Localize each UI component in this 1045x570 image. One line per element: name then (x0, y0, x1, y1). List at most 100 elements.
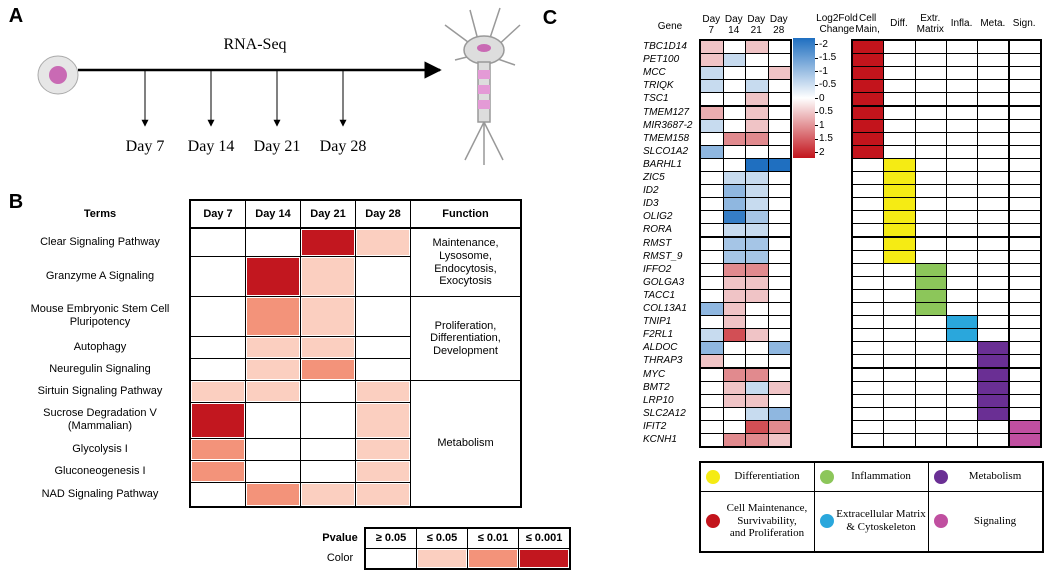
day-label: Day 7 (125, 137, 165, 155)
legend-swatch (469, 550, 517, 567)
gene-label: OLIG2 (643, 211, 673, 223)
panel-label: C (542, 6, 558, 29)
panel-label: B (8, 190, 24, 213)
category-header: Cell Main, (855, 12, 880, 36)
gene-label: PET100 (643, 54, 680, 66)
gene-label: TRIQK (643, 80, 674, 92)
colorbar-tick-label: 0 (819, 92, 825, 104)
term-label: Mouse Embryonic Stem Cell Pluripotency (30, 303, 170, 328)
legend-text: Signaling (973, 514, 1017, 527)
gene-header: Gene (657, 21, 683, 33)
colorbar-tick-label: 2 (819, 146, 825, 158)
colorbar-tick (815, 84, 818, 86)
heat-cell (247, 382, 299, 401)
day-header: Day 28 (769, 13, 788, 37)
legend-frame (364, 527, 571, 570)
heat-cell (192, 462, 244, 481)
heat-cell (302, 382, 354, 401)
gene-label: TSC1 (643, 93, 669, 105)
heat-cell (192, 382, 244, 401)
heat-cell (247, 484, 299, 505)
term-label: Clear Signaling Pathway (40, 235, 160, 248)
gene-label: RORA (643, 224, 672, 236)
legend-swatch (520, 550, 568, 567)
heat-cell (357, 298, 409, 335)
gene-label: ZIC5 (643, 172, 665, 184)
gene-label: KCNH1 (643, 434, 677, 446)
colorbar-title: Log2Fold Change (816, 12, 858, 36)
heat-cell (302, 484, 354, 505)
terms-header: Terms (83, 208, 117, 221)
gene-label: LRP10 (643, 394, 674, 406)
gene-label: F2RL1 (643, 329, 674, 341)
colorbar-tick-label: -0.5 (819, 79, 837, 90)
gene-label: MIR3687-2 (643, 119, 693, 131)
gene-label: IFFO2 (643, 263, 672, 275)
term-label: NAD Signaling Pathway (41, 487, 159, 500)
heat-cell (302, 298, 354, 335)
heat-cell (192, 484, 244, 505)
colorbar-tick (815, 57, 818, 59)
heat-cell (247, 360, 299, 379)
heat-cell (302, 230, 354, 255)
legend-dot (934, 514, 948, 528)
colorbar-tick-label: 0.5 (819, 106, 833, 117)
gene-label: ID3 (643, 198, 659, 210)
term-label: Sucrose Degradation V (Mammalian) (43, 407, 157, 432)
gene-label: IFIT2 (643, 420, 667, 432)
category-frame (851, 39, 1042, 449)
heat-cell (357, 230, 409, 255)
heat-cell (302, 360, 354, 379)
heat-cell (247, 258, 299, 295)
legend-dot (820, 469, 834, 484)
gene-label: BARHL1 (643, 158, 682, 170)
day-label: Day 21 (253, 137, 301, 155)
heat-cell (357, 462, 409, 481)
heat-cell (357, 484, 409, 505)
panel-label: A (8, 4, 24, 27)
legend-text: Cell Maintenance, Survivability, and Pro… (726, 502, 808, 540)
heat-cell (302, 258, 354, 295)
colorbar (793, 38, 815, 158)
heat-cell (247, 230, 299, 255)
colorbar-tick (815, 138, 818, 140)
colorbar-tick (815, 152, 818, 153)
colorbar-tick (815, 71, 818, 72)
heat-cell (247, 338, 299, 357)
colorbar-tick-label: -2 (819, 38, 828, 50)
gene-label: GOLGA3 (643, 276, 685, 288)
heat-cell (247, 404, 299, 437)
heat-cell (192, 360, 244, 379)
colorbar-tick (815, 111, 818, 113)
colorbar-tick (815, 98, 818, 99)
legend-dot (934, 469, 948, 484)
gene-label: TBC1D14 (643, 41, 687, 53)
heat-cell (302, 338, 354, 357)
legend-swatch (367, 550, 415, 567)
colorbar-tick-label: 1 (819, 119, 825, 131)
day-label: Day 14 (187, 137, 235, 155)
term-label: Sirtuin Signaling Pathway (37, 384, 163, 397)
heat-cell (357, 440, 409, 459)
gene-label: COL13A1 (643, 303, 687, 315)
category-header: Diff. (890, 18, 908, 30)
legend-text: Inflammation (851, 470, 911, 483)
table-frame (189, 199, 522, 508)
heat-cell (357, 404, 409, 437)
gene-label: TMEM127 (643, 106, 690, 118)
heat-cell (357, 258, 409, 295)
legend-text: Extracellular Matrix & Cytoskeleton (836, 508, 926, 533)
gene-label: SLCO1A2 (643, 145, 689, 157)
gene-label: THRAP3 (643, 355, 683, 367)
gene-label: ID2 (643, 185, 659, 197)
pvalue-label: Pvalue (322, 531, 358, 544)
gene-label: BMT2 (643, 381, 670, 393)
term-label: Gluconeogenesis I (54, 464, 146, 477)
legend-text: Differentiation (734, 470, 800, 483)
legend-text: Metabolism (968, 470, 1022, 483)
colorbar-tick-label: -1 (819, 65, 828, 77)
color-label: Color (326, 551, 354, 564)
heatmap-frame (699, 39, 792, 449)
